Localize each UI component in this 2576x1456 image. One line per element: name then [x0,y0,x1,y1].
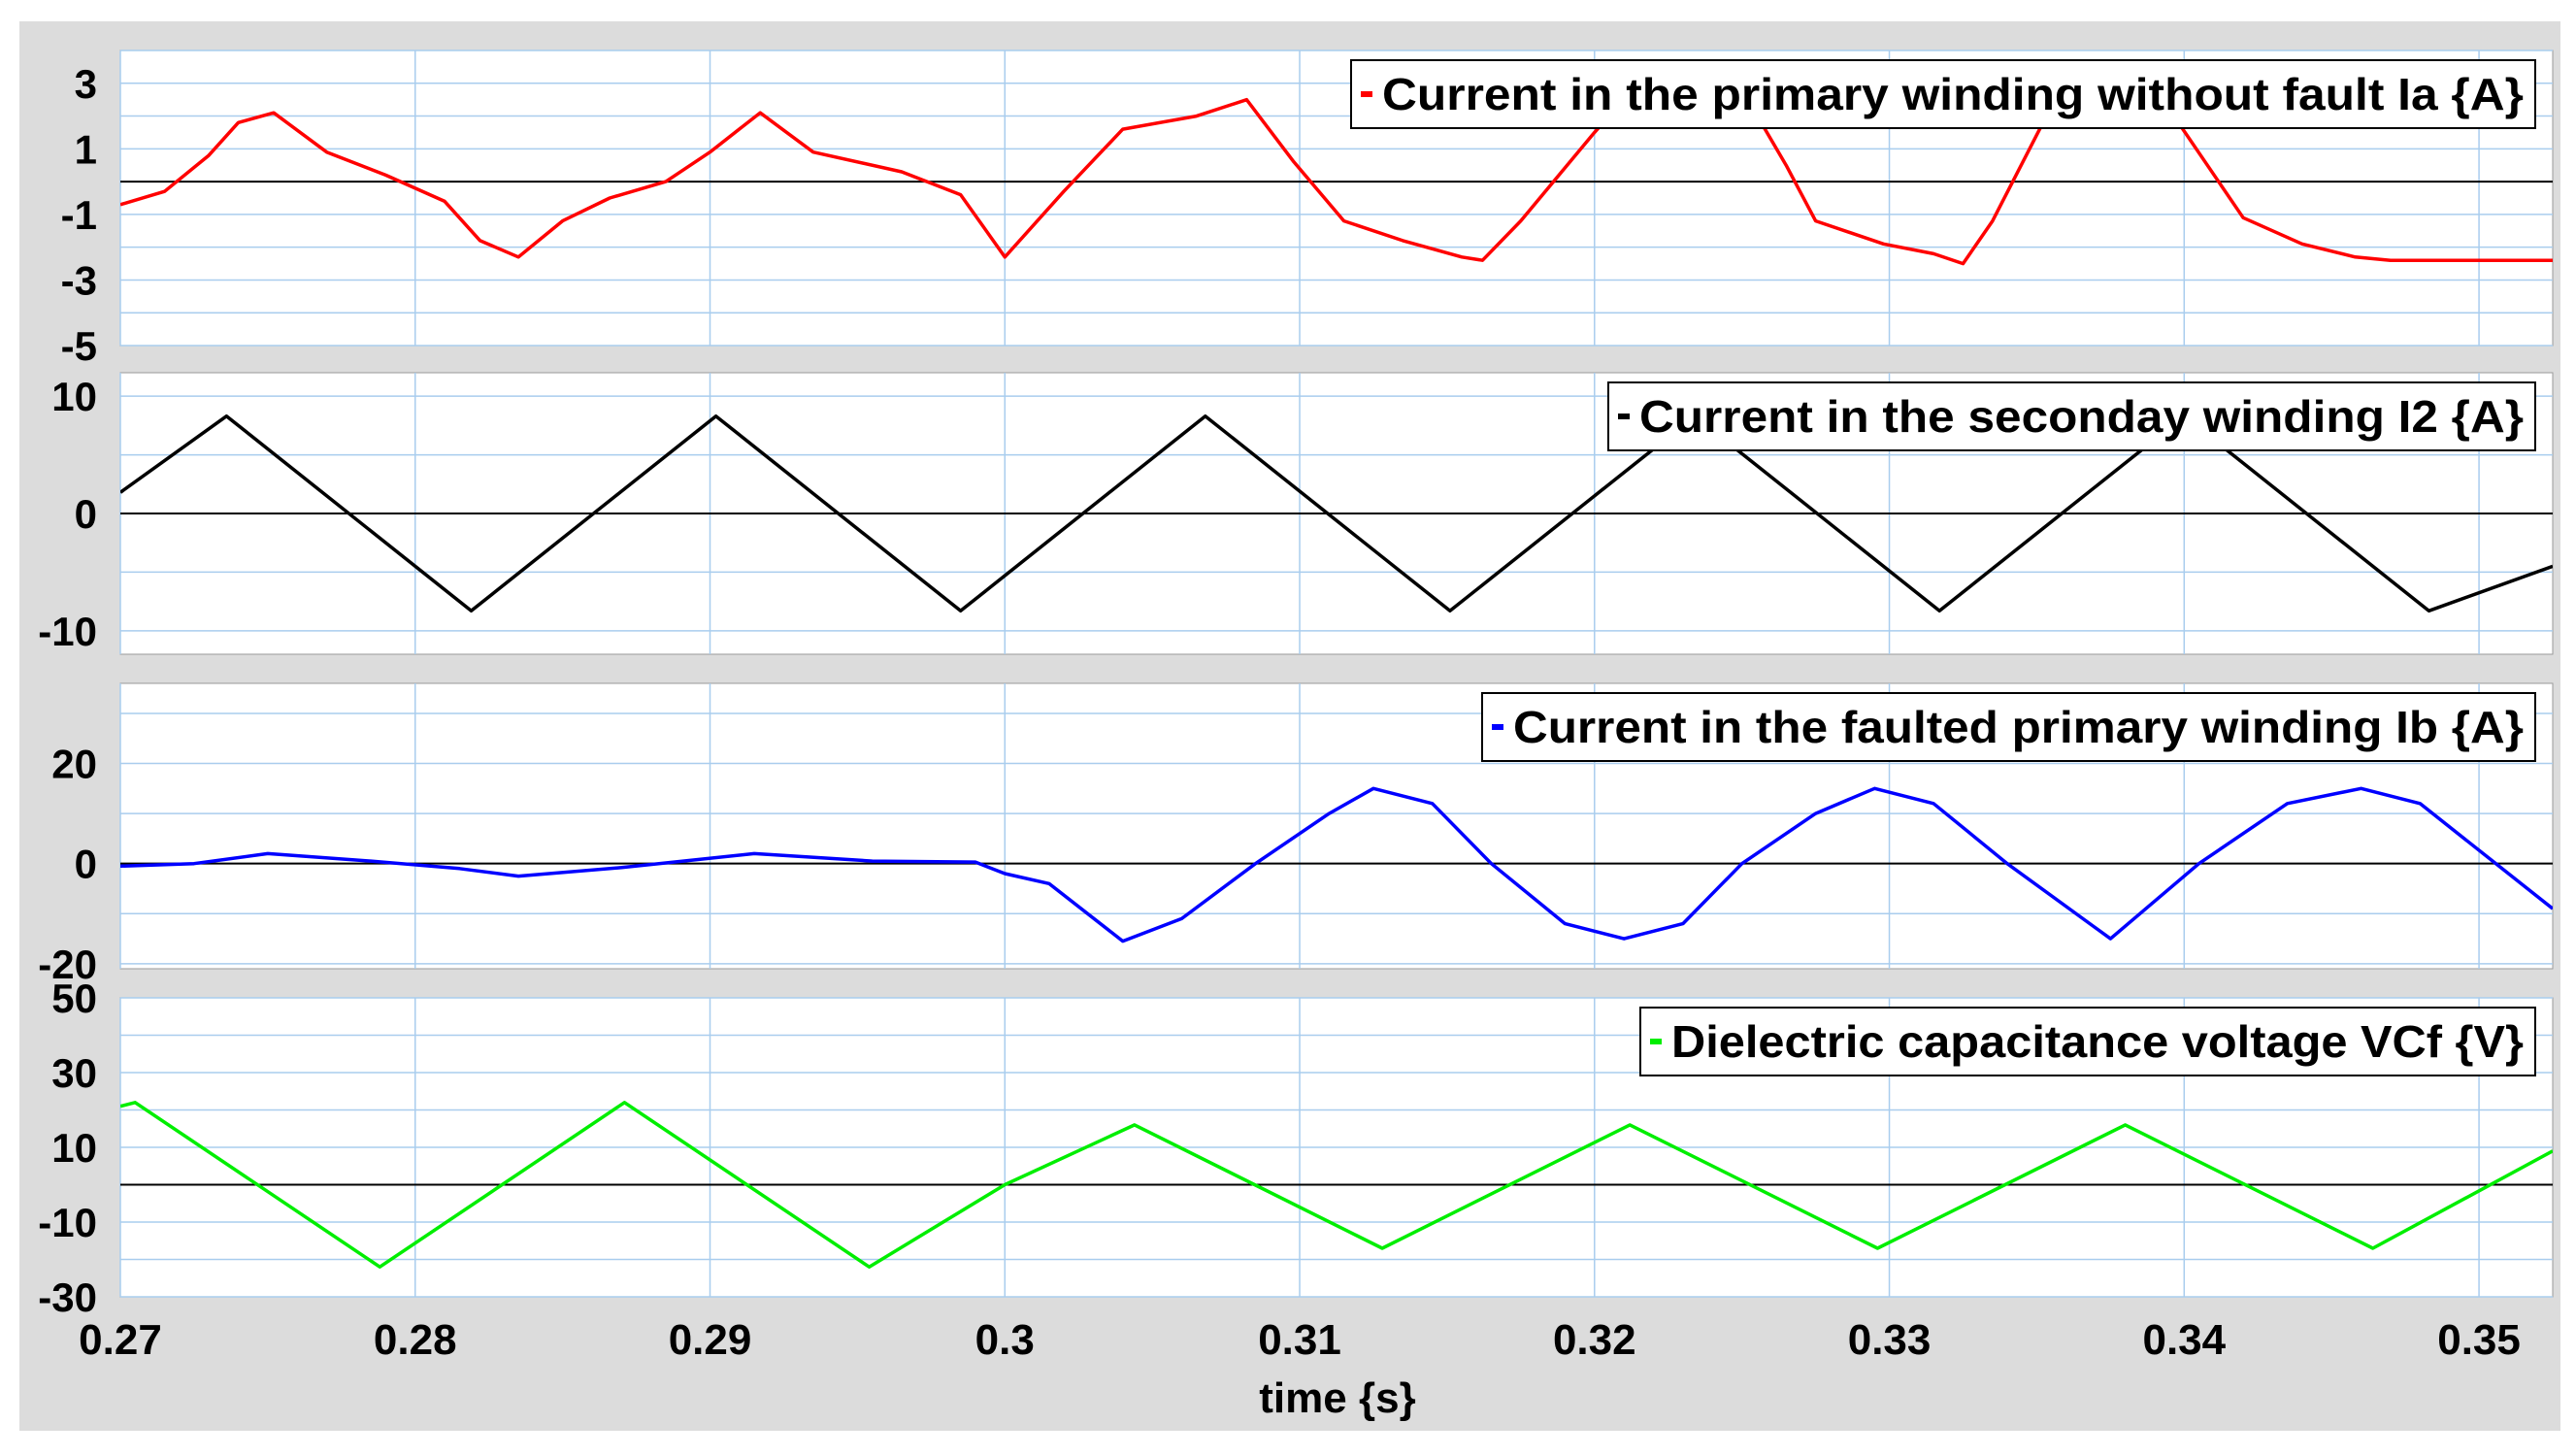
y-tick-label: -20 [38,942,97,987]
series-line [120,786,2553,943]
x-tick-label: 0.28 [374,1316,457,1364]
y-tick-label: 0 [75,842,97,887]
series-line [120,65,2553,266]
x-axis-label: time {s} [1259,1374,1415,1422]
y-tick-label: -10 [38,1200,97,1245]
x-tick-label: 0.31 [1258,1316,1341,1364]
x-tick-label: 0.3 [975,1316,1035,1364]
legend-box [1607,381,2536,451]
x-tick-label: 0.29 [669,1316,752,1364]
legend: Dielectric capacitance voltage VCf {V} [1639,1007,2536,1076]
y-tick-label: 50 [51,976,97,1021]
y-tick-label: -30 [38,1274,97,1320]
x-tick-label: 0.33 [1848,1316,1932,1364]
legend-label: Current in the primary winding without f… [1382,69,2524,119]
legend-label: Current in the seconday winding I2 {A} [1639,391,2524,442]
x-tick-label: 0.34 [2142,1316,2226,1364]
y-tick-label: -5 [61,323,97,369]
legend: Current in the primary winding without f… [1350,59,2536,129]
legend-box [1639,1007,2536,1076]
panel-2: 10 0 -10 Current in the seconday winding I2… [38,372,2554,655]
panel-3: 20 0 -20 Current in the faulted primary win… [38,682,2554,987]
y-tick-label: 0 [75,491,97,537]
y-tick-label: 30 [51,1050,97,1096]
y-tick-label: 10 [51,1125,97,1171]
y-tick-label: -1 [61,192,97,238]
legend: Current in the faulted primary winding I… [1481,692,2536,762]
legend-box [1350,59,2536,129]
x-tick-label: 0.35 [2437,1316,2521,1364]
legend-box [1481,692,2536,762]
y-tick-label: 1 [75,126,97,172]
y-tick-label: -10 [38,609,97,654]
panel-1: 3 1 -1 -3 -5 Current in the primary winding w… [61,50,2554,369]
legend-label: Dielectric capacitance voltage VCf {V} [1671,1016,2524,1067]
x-tick-label: 0.32 [1553,1316,1636,1364]
legend-label: Current in the faulted primary winding I… [1513,702,2524,752]
y-tick-label: -3 [61,257,97,303]
y-tick-label: 20 [51,742,97,787]
x-tick-label: 0.27 [79,1316,162,1364]
y-tick-label: 10 [51,374,97,419]
y-tick-label: 3 [75,61,97,107]
panel-4: 50 30 10 -10 -30 Dielectric capacitance volta… [38,976,2554,1320]
series-line [120,1101,2553,1269]
legend: Current in the seconday winding I2 {A} [1607,381,2536,451]
